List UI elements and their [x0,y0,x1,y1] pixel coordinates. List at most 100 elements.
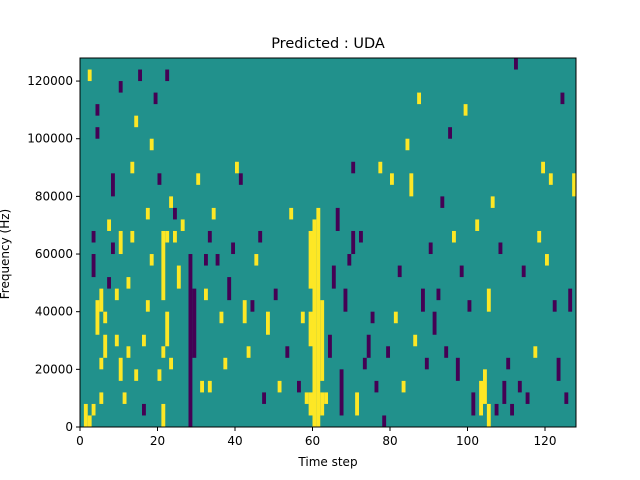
heatmap-cell [99,288,104,312]
heatmap-cell [254,254,259,266]
heatmap-cell [428,242,433,255]
heatmap-cell [114,334,119,347]
heatmap-cell [304,392,309,404]
y-tick-label: 100000 [27,132,73,146]
heatmap-cell [359,230,363,243]
heatmap-cell [297,380,301,393]
heatmap-cell [242,300,247,324]
heatmap-cell [405,138,410,151]
y-tick-label: 40000 [35,305,73,319]
x-tick-label: 60 [305,434,320,448]
heatmap-cell [343,288,348,312]
heatmap-cell [521,265,526,278]
heatmap-cell [316,207,321,427]
heatmap-cell [238,173,243,185]
heatmap-cell [556,357,561,381]
heatmap-cell [339,369,344,416]
x-tick-label: 100 [456,434,479,448]
heatmap-cell [479,380,484,416]
heatmap-cell [552,300,557,312]
heatmap-cell [506,357,511,370]
heatmap-cell [328,334,332,358]
heatmap-cell [83,403,88,427]
heatmap-cell [494,403,499,416]
heatmap-cell [204,288,208,301]
x-tick-label: 20 [150,434,165,448]
heatmap-cell [200,380,205,393]
heatmap-cell [87,69,92,82]
heatmap-cell [308,392,313,416]
x-tick-label: 0 [76,434,84,448]
heatmap-cell [409,173,414,197]
heatmap-cell [192,288,197,358]
heatmap-cell [568,288,573,312]
heatmap-cell [91,403,96,416]
heatmap-cell [517,380,522,393]
heatmap-cell [455,357,460,381]
heatmap-cell [142,403,146,416]
heatmap-cell [486,403,491,427]
heatmap-cell [173,207,177,220]
heatmap-cell [138,69,143,82]
heatmap-cell [176,265,181,289]
heatmap-cell [118,230,123,255]
heatmap-cell [118,81,123,93]
x-axis-ticks: 0 20 40 60 80 100 120 [76,427,556,448]
heatmap-cell [397,265,402,278]
heatmap-cell [107,277,112,289]
heatmap-cell [285,346,290,358]
heatmap-cell [161,403,166,427]
heatmap-cell [308,230,313,289]
heatmap-cell [153,92,158,105]
heatmap-cell [502,380,507,404]
y-tick-label: 60000 [35,247,73,261]
heatmap-cell [459,265,464,278]
y-axis-ticks: 0 20000 40000 60000 80000 100000 120000 [27,74,80,434]
heatmap-cell [188,254,193,427]
heatmap-cell [424,357,429,370]
heatmap-cell [126,277,131,289]
heatmap-cell [548,173,553,185]
heatmap-cell [91,230,96,243]
heatmap-cell [436,288,441,301]
heatmap-cell [196,173,201,185]
heatmap-cell [572,173,577,197]
heatmap-cell [498,242,503,255]
heatmap-cell [207,230,212,243]
heatmap-cell [533,346,538,358]
heatmap-cell [126,346,131,358]
heatmap-cell [421,288,425,312]
heatmap-cell [145,300,150,312]
heatmap-cell [525,392,530,404]
heatmap-cell [300,311,305,324]
heatmap-cell [514,58,518,70]
heatmap-cell [413,334,418,347]
heatmap-cell [207,380,212,393]
heatmap-cell [386,346,391,358]
heatmap-cell [91,254,96,278]
heatmap-cell [149,254,154,266]
heatmap-cell [355,392,360,416]
axes-frame [79,57,577,428]
heatmap-cell [463,104,468,116]
heatmap-cell [95,127,100,139]
heatmap-cell [103,334,108,358]
heatmap-cell [130,230,135,243]
heatmap-cell [378,161,383,174]
heatmap-cell [444,346,449,358]
heatmap-cell [231,242,236,255]
heatmap-cell [134,369,139,381]
heatmap-cell [87,415,92,427]
heatmap-cell [471,392,476,416]
heatmap-cell [320,300,325,381]
heatmap-cell [440,196,445,208]
heatmap-cell [351,161,356,174]
heatmap-cell [331,265,336,289]
heatmap-cell [99,392,104,404]
heatmap-cell [564,392,569,404]
heatmap-cell [390,173,394,185]
heatmap-cell [227,277,232,301]
heatmap-cell [277,380,282,393]
heatmap-cell [235,161,239,174]
